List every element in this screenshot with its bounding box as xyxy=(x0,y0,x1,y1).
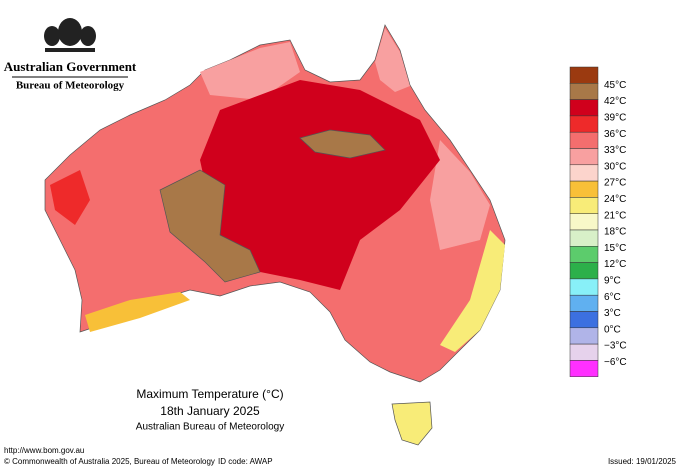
legend-label: 3°C xyxy=(604,308,621,319)
legend-label: 30°C xyxy=(604,161,626,172)
legend-swatch xyxy=(569,343,599,361)
legend-label: 18°C xyxy=(604,227,626,238)
legend-label: 33°C xyxy=(604,145,626,156)
footer-url: http://www.bom.gov.au xyxy=(4,446,84,455)
caption-source: Australian Bureau of Meteorology xyxy=(136,422,284,433)
west-red xyxy=(50,170,90,225)
legend-label: 15°C xyxy=(604,243,626,254)
legend-label: −3°C xyxy=(604,341,627,352)
legend-swatch xyxy=(569,213,599,231)
brown-west xyxy=(159,169,261,283)
legend-swatch xyxy=(569,131,599,149)
legend-swatch xyxy=(569,360,599,377)
legend-swatch xyxy=(569,66,599,84)
legend-label: 21°C xyxy=(604,210,626,221)
brown-north xyxy=(299,129,386,159)
legend-swatch xyxy=(569,99,599,117)
legend-swatch xyxy=(569,327,599,345)
legend-label: 24°C xyxy=(604,194,626,205)
legend: 45°C 42°C 39°C 36°C 33°C 30°C 27°C 24°C 21°C 18°C… xyxy=(569,66,627,377)
legend-label: 42°C xyxy=(604,96,626,107)
crest xyxy=(44,18,96,52)
header-title: Australian Government xyxy=(4,59,137,74)
tasmania xyxy=(391,401,433,446)
legend-label: −6°C xyxy=(604,357,627,368)
legend-label: 9°C xyxy=(604,276,621,287)
east-coast xyxy=(440,230,505,352)
legend-label: 6°C xyxy=(604,292,621,303)
legend-swatch xyxy=(569,115,599,133)
legend-label: 27°C xyxy=(604,178,626,189)
legend-swatch xyxy=(569,294,599,312)
legend-swatch xyxy=(569,83,599,100)
hot-core xyxy=(200,80,440,290)
caption-title: Maximum Temperature (°C) xyxy=(136,387,283,401)
footer-copyright: © Commonwealth of Australia 2025, Bureau… xyxy=(4,457,215,466)
legend-swatch xyxy=(569,262,599,280)
legend-swatch xyxy=(569,229,599,247)
legend-swatch xyxy=(569,164,599,182)
south-yellow xyxy=(85,292,190,332)
legend-label: 12°C xyxy=(604,259,626,270)
legend-swatch xyxy=(569,246,599,263)
legend-swatch xyxy=(569,148,599,166)
legend-swatch xyxy=(569,278,599,296)
legend-swatch xyxy=(569,180,599,198)
caption-date: 18th January 2025 xyxy=(160,404,260,418)
legend-swatch xyxy=(569,197,599,214)
footer-issued: Issued: 19/01/2025 xyxy=(608,457,677,466)
legend-label: 45°C xyxy=(604,80,626,91)
footer-id: ID code: AWAP xyxy=(218,457,273,466)
map xyxy=(44,24,506,446)
legend-swatch xyxy=(569,311,599,329)
north-pink xyxy=(200,28,490,250)
legend-label: 36°C xyxy=(604,129,626,140)
legend-label: 39°C xyxy=(604,113,626,124)
legend-label: 0°C xyxy=(604,324,621,335)
header-subtitle: Bureau of Meteorology xyxy=(16,80,125,92)
